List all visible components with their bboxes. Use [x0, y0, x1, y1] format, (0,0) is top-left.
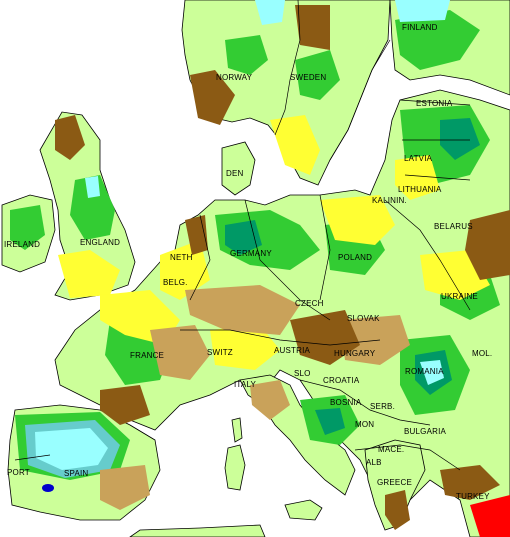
wet-zone-england: [70, 175, 115, 240]
very-dry-zone-hungary: [290, 310, 360, 365]
country-label-mace: MACE.: [378, 445, 405, 454]
country-label-germany: GERMANY: [230, 249, 272, 258]
country-label-mon: MON: [355, 420, 375, 429]
country-label-neth: NETH: [170, 253, 193, 262]
dry-zone-south-spain: [100, 465, 150, 510]
dry-zone-central: [185, 285, 300, 335]
dry-zone-balkans: [340, 315, 410, 365]
land-sicily: [284, 499, 323, 521]
country-label-hungary: HUNGARY: [334, 349, 376, 358]
very-wet-zone-germany: [225, 220, 262, 255]
country-label-finland: FINLAND: [402, 23, 438, 32]
very-dry-zone-belarus: [465, 210, 510, 280]
country-label-switz: SWITZ: [207, 348, 233, 357]
very-dry-zone-greece: [385, 490, 410, 530]
country-label-serb: SERB.: [370, 402, 396, 411]
extreme-wet-spot-spain: [42, 484, 54, 492]
country-label-france: FRANCE: [130, 351, 165, 360]
very-dry-zone-sweden: [295, 5, 330, 50]
slightly-dry-zone-poland: [320, 195, 395, 245]
country-label-austria: AUSTRIA: [274, 346, 311, 355]
country-label-spain: SPAIN: [64, 469, 89, 478]
wet-zone-ireland: [10, 205, 45, 250]
country-label-bosnia: BOSNIA: [330, 398, 362, 407]
country-label-czech: CZECH: [295, 299, 324, 308]
slightly-dry-zone-britain: [58, 250, 120, 298]
country-label-belarus: BELARUS: [434, 222, 473, 231]
country-label-romania: ROMANIA: [405, 367, 444, 376]
country-label-lithuania: LITHUANIA: [398, 185, 442, 194]
exceptionally-wet-zone-romania: [420, 360, 444, 385]
country-label-bulgaria: BULGARIA: [404, 427, 447, 436]
land-sardinia: [224, 444, 246, 491]
country-label-slovak: SLOVAK: [347, 314, 380, 323]
extreme-dry-spot-turkey: [470, 495, 510, 537]
slightly-dry-zone-latvia: [395, 155, 440, 200]
country-label-poland: POLAND: [338, 253, 373, 262]
very-dry-zone-norway: [190, 70, 235, 125]
country-label-alb: ALB: [366, 458, 382, 467]
country-label-estonia: ESTONIA: [416, 99, 453, 108]
land-north-africa: [129, 524, 266, 537]
country-label-slo: SLO: [294, 369, 311, 378]
country-label-den: DEN: [226, 169, 244, 178]
dry-zone-france: [150, 325, 210, 380]
exceptionally-wet-zone-norway: [255, 0, 285, 25]
country-label-ireland: IRELAND: [4, 240, 41, 249]
slightly-dry-zone-sweden: [270, 115, 320, 175]
exceptionally-wet-zone-spain: [35, 428, 108, 470]
country-label-england: ENGLAND: [80, 238, 121, 247]
country-label-kalinin: KALININ.: [372, 196, 407, 205]
country-label-ukraine: UKRAINE: [441, 292, 478, 301]
very-dry-zone-england: [55, 115, 85, 160]
land-denmark: [221, 141, 256, 196]
country-label-sweden: SWEDEN: [290, 73, 327, 82]
wet-zone-norway: [225, 35, 268, 75]
wet-zone-sweden: [295, 50, 340, 100]
very-dry-zone-france: [100, 385, 150, 425]
country-borders: [14, 0, 471, 471]
exceptionally-wet-zone-finland: [395, 0, 450, 22]
very-wet-zone-balkan: [315, 408, 345, 435]
country-label-latvia: LATVIA: [404, 154, 433, 163]
land-corsica: [231, 417, 243, 443]
country-label-norway: NORWAY: [216, 73, 253, 82]
country-label-belg: BELG.: [163, 278, 188, 287]
country-label-mol: MOL.: [472, 349, 493, 358]
very-wet-zone-baltic: [440, 118, 480, 160]
very-dry-zone-turkey: [440, 465, 500, 500]
dry-zone-italy: [250, 380, 290, 420]
country-label-port: PORT: [7, 468, 30, 477]
country-label-greece: GREECE: [377, 478, 412, 487]
wet-zone-finland: [395, 10, 480, 70]
country-label-turkey: TURKEY: [456, 492, 490, 501]
country-label-croatia: CROATIA: [323, 376, 360, 385]
exceptionally-wet-zone-england: [85, 176, 100, 198]
country-label-italy: ITALY: [234, 380, 257, 389]
